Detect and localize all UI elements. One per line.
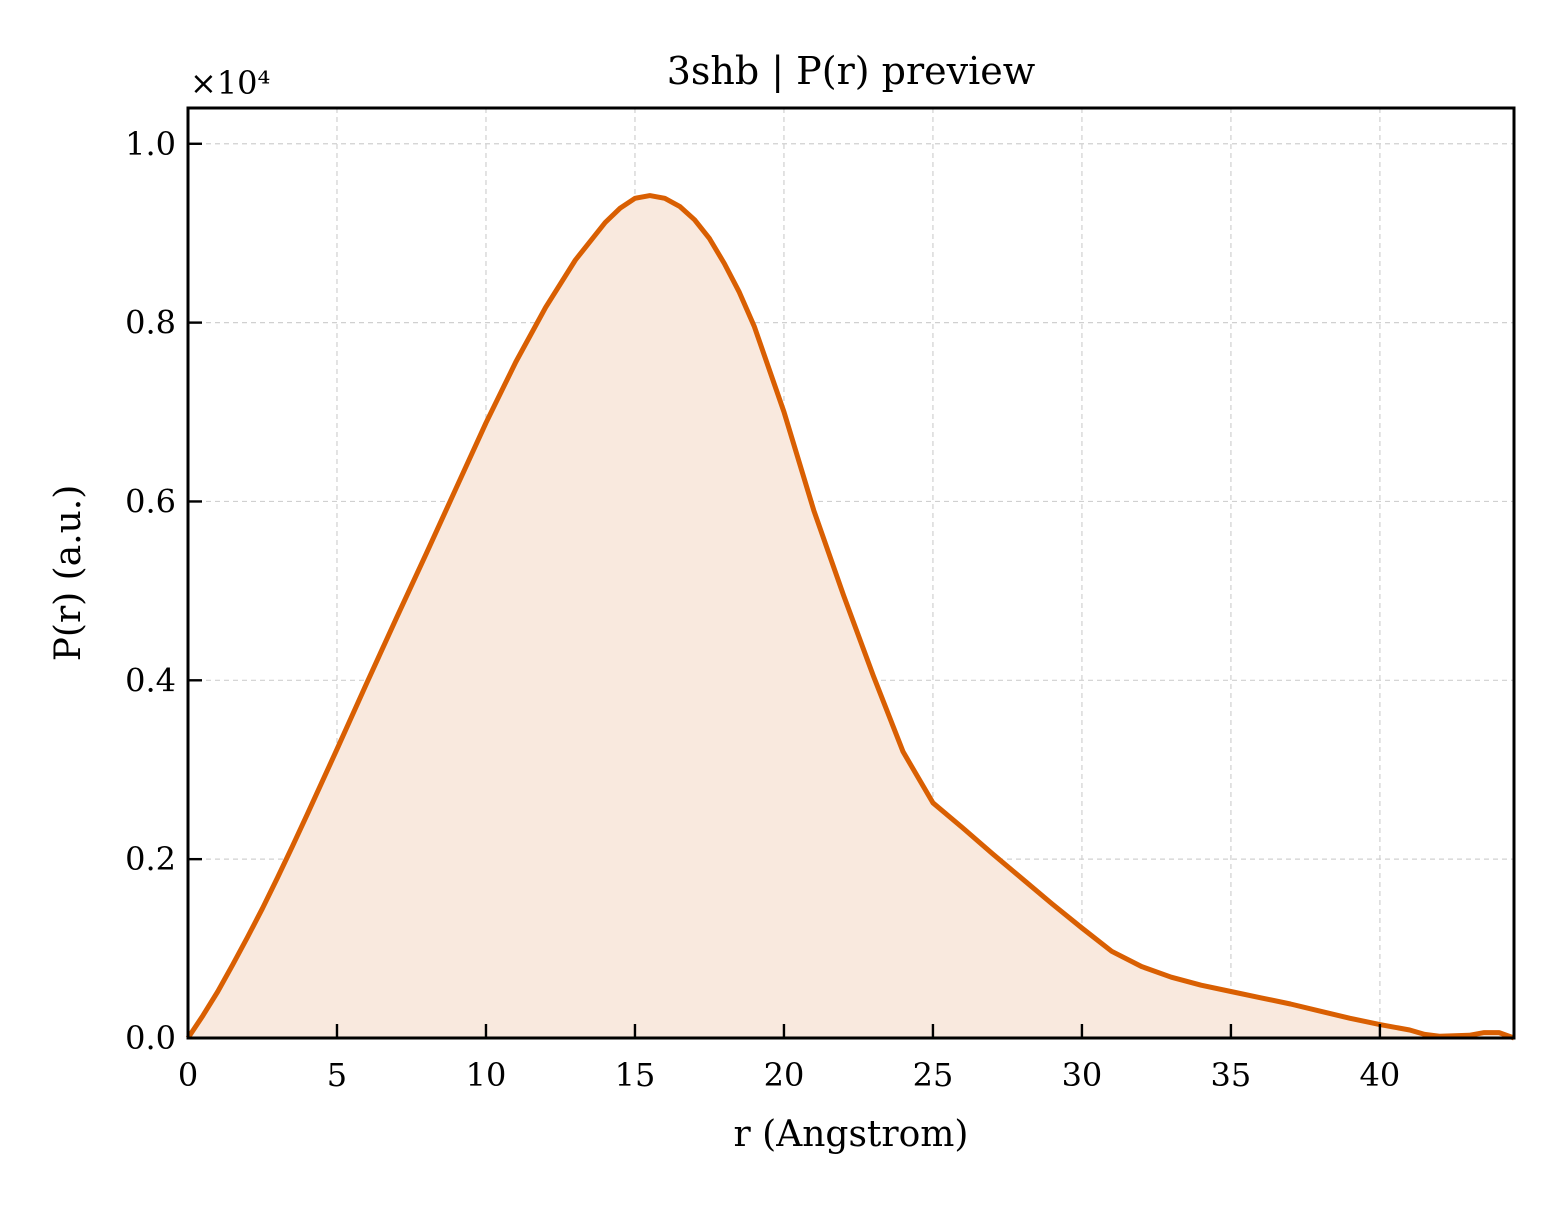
x-tick-label: 5 [327, 1056, 347, 1094]
y-axis-label: P(r) (a.u.) [48, 485, 89, 662]
x-tick-label: 20 [764, 1056, 805, 1094]
x-tick-label: 30 [1062, 1056, 1103, 1094]
x-tick-label: 10 [466, 1056, 507, 1094]
x-tick-label: 25 [913, 1056, 954, 1094]
y-tick-label: 0.6 [125, 482, 176, 520]
x-tick-label: 0 [178, 1056, 198, 1094]
data-line [185, 193, 1515, 1041]
y-tick-label: 0.2 [125, 840, 176, 878]
chart-title: 3shb | P(r) preview [667, 49, 1036, 93]
x-axis-label: r (Angstrom) [734, 1114, 969, 1155]
y-tick-label: 0.0 [125, 1019, 176, 1057]
y-tick-label: 0.4 [125, 661, 176, 699]
y-tick-label: 1.0 [125, 125, 176, 163]
x-tick-label: 35 [1211, 1056, 1252, 1094]
ticks: 0 5 10 15 20 25 30 35 40 0.0 0.2 0.4 0.6 0.8 1.0 [125, 125, 1400, 1094]
x-tick-label: 15 [615, 1056, 656, 1094]
plot-frame [186, 106, 1516, 1040]
y-offset-label: ×10⁴ [190, 64, 270, 102]
y-tick-label: 0.8 [125, 304, 176, 342]
x-tick-label: 40 [1360, 1056, 1401, 1094]
